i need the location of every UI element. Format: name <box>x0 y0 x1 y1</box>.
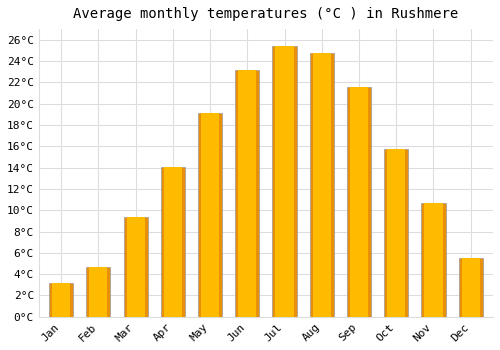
Bar <box>198 113 222 317</box>
Bar <box>350 86 368 317</box>
Bar <box>310 52 334 317</box>
Bar <box>49 283 73 317</box>
Bar <box>238 70 256 317</box>
Bar <box>201 113 219 317</box>
Bar <box>276 46 293 317</box>
Title: Average monthly temperatures (°C ) in Rushmere: Average monthly temperatures (°C ) in Ru… <box>74 7 458 21</box>
Bar <box>90 267 108 317</box>
Bar <box>424 203 442 317</box>
Bar <box>347 86 371 317</box>
Bar <box>387 149 406 317</box>
Bar <box>124 217 148 317</box>
Bar <box>312 52 331 317</box>
Bar <box>384 149 408 317</box>
Bar <box>235 70 260 317</box>
Bar <box>86 267 110 317</box>
Bar <box>272 46 296 317</box>
Bar <box>160 167 185 317</box>
Bar <box>126 217 144 317</box>
Bar <box>458 258 483 317</box>
Bar <box>52 283 70 317</box>
Bar <box>422 203 446 317</box>
Bar <box>164 167 182 317</box>
Bar <box>462 258 480 317</box>
